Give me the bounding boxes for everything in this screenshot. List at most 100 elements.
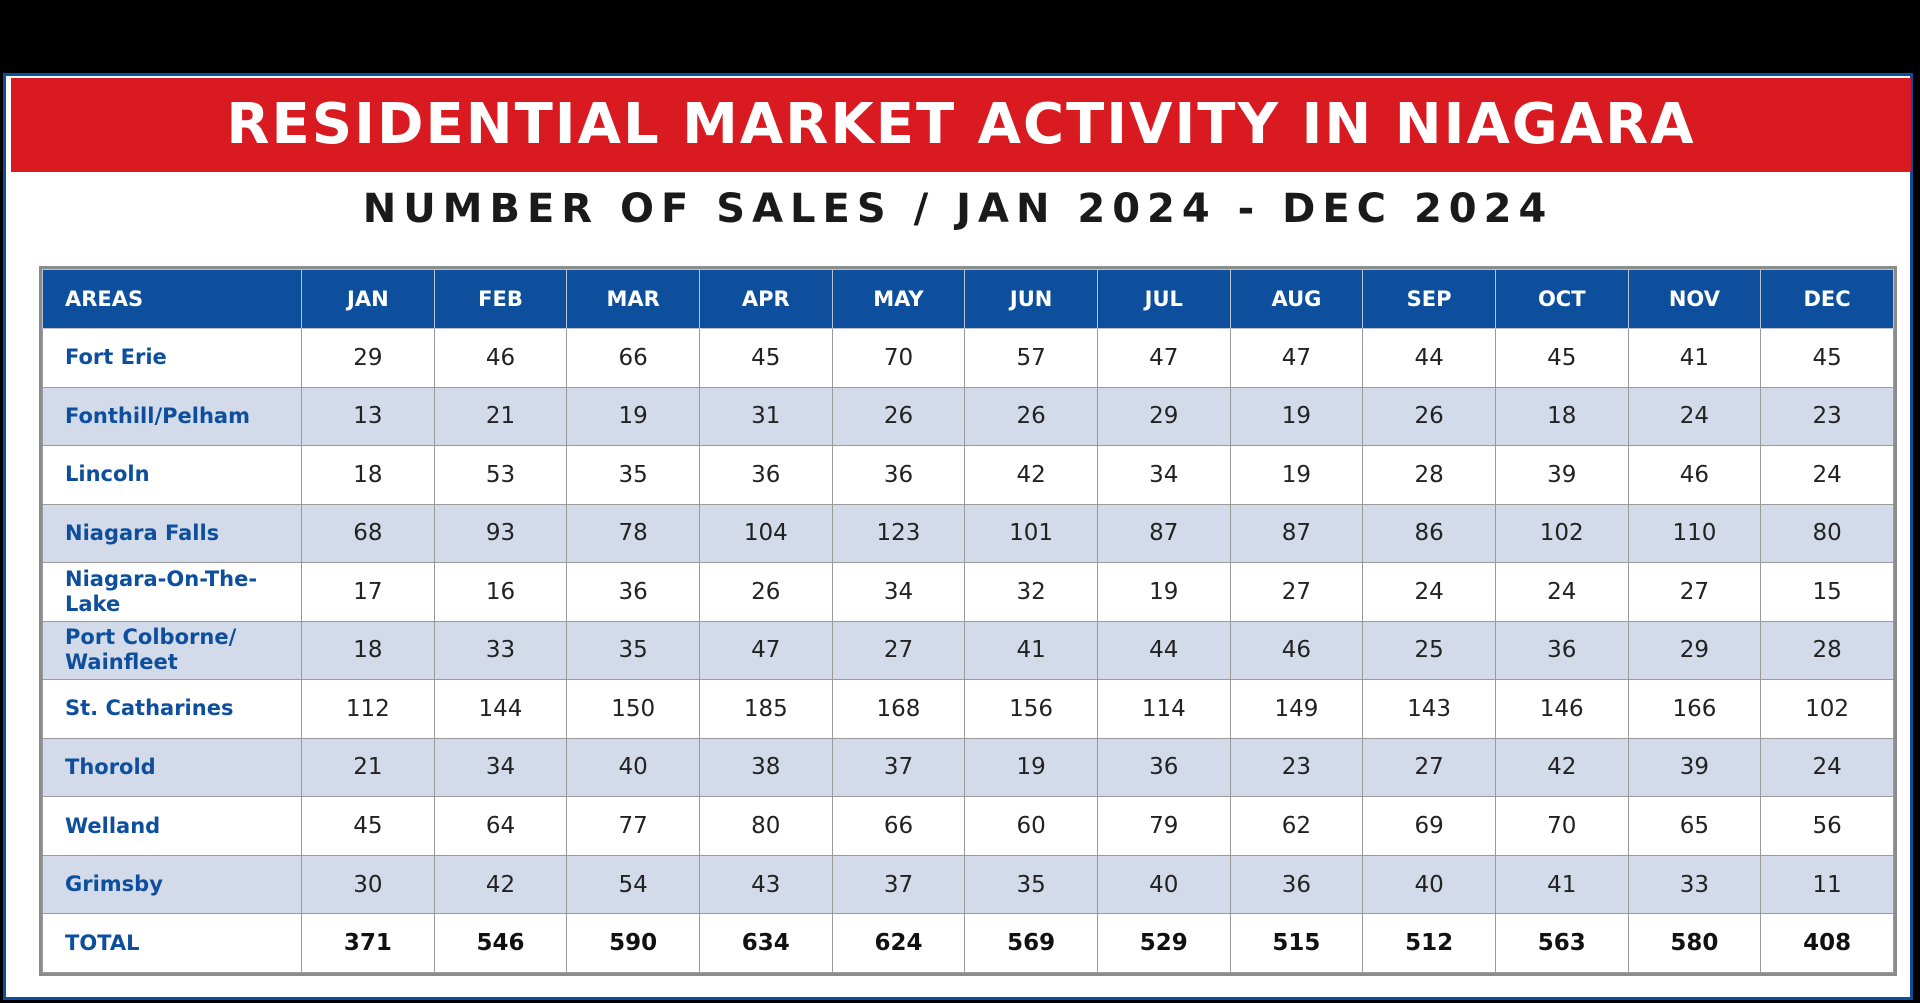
column-header-jan: JAN [301,269,435,329]
sales-table-container: AREAS JAN FEB MAR APR MAY JUN JUL AUG SEP OCT NOV DE… [39,266,1897,976]
sales-cell: 19 [1229,445,1364,505]
sales-cell: 40 [1096,854,1231,915]
sales-cell: 28 [1760,620,1894,681]
sales-cell: 80 [1760,503,1894,564]
sales-cell: 70 [831,328,966,388]
sales-cell: 46 [1627,445,1762,505]
sales-cell: 102 [1760,679,1894,739]
sales-cell: 27 [1362,737,1496,798]
sales-cell: 32 [964,562,1098,622]
sales-cell: 26 [698,562,833,622]
sales-cell: 25 [1362,620,1496,681]
area-label: Fort Erie [42,328,302,388]
column-header-may: MAY [831,269,966,329]
sales-cell: 31 [698,386,833,447]
sales-cell: 57 [964,328,1098,388]
column-header-dec: DEC [1760,269,1894,329]
sales-cell: 13 [301,386,435,447]
sales-cell: 29 [1096,386,1231,447]
sales-cell: 45 [1494,328,1629,388]
total-cell: 624 [831,913,966,973]
sales-cell: 36 [1494,620,1629,681]
area-label: Grimsby [42,854,302,915]
column-header-feb: FEB [433,269,568,329]
column-header-nov: NOV [1627,269,1762,329]
sales-cell: 34 [831,562,966,622]
sales-cell: 114 [1096,679,1231,739]
sales-cell: 24 [1760,445,1894,505]
total-cell: 580 [1627,913,1762,973]
column-header-areas: AREAS [42,269,302,329]
sales-cell: 26 [831,386,966,447]
sales-cell: 70 [1494,796,1629,856]
table-row: Lincoln 18 53 35 36 36 42 34 19 28 39 46 24 [42,445,1894,505]
sales-cell: 79 [1096,796,1231,856]
sales-cell: 53 [433,445,568,505]
sales-cell: 64 [433,796,568,856]
sales-cell: 11 [1760,854,1894,915]
area-label: St. Catharines [42,679,302,739]
area-label: Niagara Falls [42,503,302,564]
sales-cell: 26 [1362,386,1496,447]
total-row: TOTAL 371 546 590 634 624 569 529 515 512 563 580 40… [42,913,1894,973]
sales-cell: 19 [566,386,700,447]
sales-cell: 17 [301,562,435,622]
sales-cell: 110 [1627,503,1762,564]
table-row: Niagara-On-The-Lake 17 16 36 26 34 32 19 27 24 24 2… [42,562,1894,622]
sales-cell: 86 [1362,503,1496,564]
total-cell: 590 [566,913,700,973]
sales-cell: 166 [1627,679,1762,739]
total-cell: 512 [1362,913,1496,973]
table-body: Fort Erie 29 46 66 45 70 57 47 47 44 45 41 45 Fonthil… [42,328,1894,973]
sales-cell: 77 [566,796,700,856]
total-cell: 546 [433,913,568,973]
sales-table: AREAS JAN FEB MAR APR MAY JUN JUL AUG SEP OCT NOV DE… [42,269,1894,973]
sales-cell: 35 [964,854,1098,915]
sales-cell: 149 [1229,679,1364,739]
sales-cell: 42 [1494,737,1629,798]
table-row: Niagara Falls 68 93 78 104 123 101 87 87 86 102 110… [42,503,1894,564]
table-row: Thorold 21 34 40 38 37 19 36 23 27 42 39 24 [42,737,1894,798]
sales-cell: 45 [1760,328,1894,388]
area-label: Thorold [42,737,302,798]
sales-cell: 60 [964,796,1098,856]
sales-cell: 35 [566,620,700,681]
sales-cell: 80 [698,796,833,856]
table-row: St. Catharines 112 144 150 185 168 156 114 149 14… [42,679,1894,739]
area-label: Port Colborne/ Wainfleet [42,620,302,681]
sales-cell: 30 [301,854,435,915]
sales-cell: 168 [831,679,966,739]
sales-cell: 36 [698,445,833,505]
sales-cell: 38 [698,737,833,798]
sales-cell: 87 [1096,503,1231,564]
sales-cell: 29 [301,328,435,388]
area-label: TOTAL [42,913,302,973]
sales-cell: 66 [831,796,966,856]
sales-cell: 146 [1494,679,1629,739]
total-cell: 529 [1096,913,1231,973]
sales-cell: 112 [301,679,435,739]
table-row: Fonthill/Pelham 13 21 19 31 26 26 29 19 26 18 24 23 [42,386,1894,447]
sales-cell: 66 [566,328,700,388]
sales-cell: 37 [831,854,966,915]
column-header-jul: JUL [1096,269,1231,329]
sales-cell: 18 [1494,386,1629,447]
sales-cell: 102 [1494,503,1629,564]
sales-cell: 27 [1229,562,1364,622]
sales-cell: 18 [301,620,435,681]
area-label: Welland [42,796,302,856]
sales-cell: 45 [301,796,435,856]
sales-cell: 40 [1362,854,1496,915]
sales-cell: 23 [1760,386,1894,447]
area-label: Lincoln [42,445,302,505]
table-header-row: AREAS JAN FEB MAR APR MAY JUN JUL AUG SEP OCT NOV DE… [42,269,1894,329]
sales-cell: 69 [1362,796,1496,856]
report-frame: RESIDENTIAL MARKET ACTIVITY IN NIAGARA N… [3,73,1913,1000]
sales-cell: 101 [964,503,1098,564]
sales-cell: 24 [1494,562,1629,622]
sales-cell: 47 [698,620,833,681]
sales-cell: 93 [433,503,568,564]
sales-cell: 45 [698,328,833,388]
sales-cell: 29 [1627,620,1762,681]
sales-cell: 24 [1627,386,1762,447]
